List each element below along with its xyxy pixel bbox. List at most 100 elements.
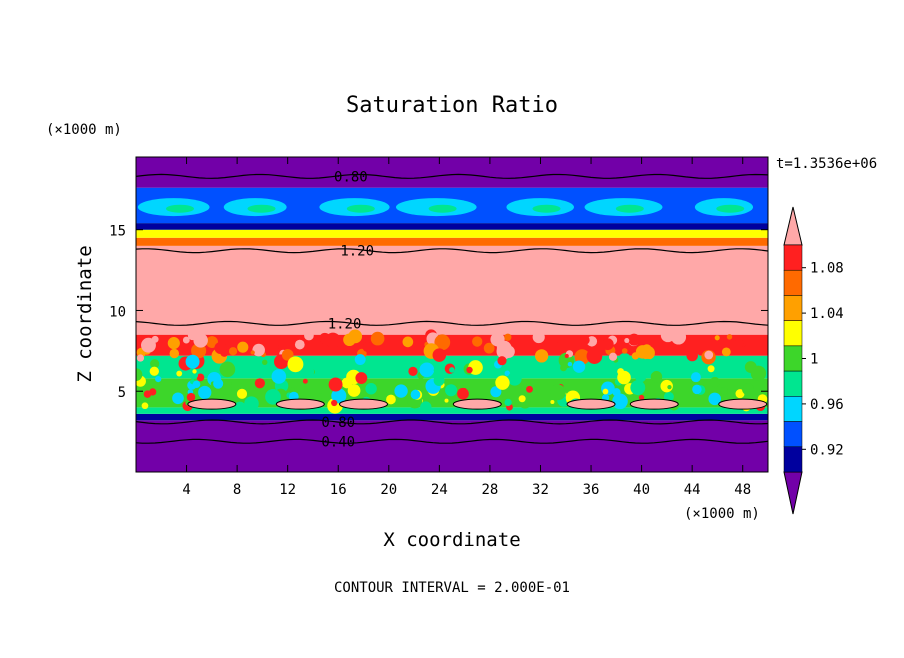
- cloud-cell: [271, 369, 287, 384]
- cloud-cell: [602, 388, 609, 395]
- contour-line-0: [136, 173, 768, 179]
- cloud-cell: [347, 384, 361, 397]
- lens-2: [339, 398, 389, 410]
- cloud-cell: [550, 399, 555, 405]
- contour-interval-note: CONTOUR INTERVAL = 2.000E-01: [334, 580, 570, 596]
- cloud-cell: [608, 352, 618, 361]
- colorbar: 1.08 1.04 1 0.96 0.92: [783, 206, 844, 515]
- cloud-cell: [234, 401, 246, 414]
- cloud-cell: [721, 347, 731, 357]
- cloud-cell: [434, 334, 451, 351]
- cloud-cell: [149, 388, 157, 396]
- cloud-cell: [167, 337, 180, 350]
- cloud-cell: [504, 370, 511, 377]
- cloud-cell: [686, 349, 698, 362]
- cloud-cell: [700, 395, 710, 405]
- cloud-cell: [141, 337, 156, 353]
- cloud-cell: [386, 394, 396, 405]
- cloud-cell: [487, 368, 494, 376]
- cloud-cell: [504, 398, 512, 407]
- cloud-cell: [497, 356, 507, 366]
- chart-title: Saturation Ratio: [346, 93, 558, 118]
- cloud-cell: [628, 333, 641, 346]
- cloud-cell: [136, 368, 143, 381]
- cloud-cell: [220, 348, 229, 357]
- cloud-cell: [213, 378, 224, 389]
- cloud-cell: [690, 372, 701, 383]
- cloud-cell: [193, 333, 208, 348]
- cloud-cell: [136, 354, 145, 362]
- cloud-cell: [408, 366, 418, 376]
- cloud-cell: [750, 365, 767, 382]
- cloud-cell: [149, 366, 159, 376]
- lens-6: [718, 398, 768, 410]
- cloud-cell: [302, 378, 308, 384]
- contour-label-1: 1.20: [340, 244, 374, 260]
- cloud-cell: [601, 381, 615, 396]
- cloud-cell: [495, 375, 510, 390]
- cloud-cell: [355, 372, 368, 384]
- colorbar-tick-label: 0.92: [810, 442, 844, 458]
- x-tick-label: 12: [279, 482, 296, 498]
- cloud-cell: [618, 352, 632, 366]
- cloud-cell: [692, 384, 702, 395]
- cloud-cell: [362, 342, 373, 353]
- cloud-cell: [617, 370, 631, 385]
- colorbar-tick-label: 1: [810, 352, 818, 368]
- cloud-cell: [196, 373, 205, 382]
- cloud-cell: [660, 327, 675, 343]
- x-tick-label: 8: [233, 482, 241, 498]
- cloud-cell: [567, 361, 573, 367]
- cloud-cell: [186, 392, 196, 402]
- cloud-cell: [294, 339, 305, 350]
- cloud-cell: [630, 380, 646, 396]
- cloud-cell: [726, 334, 733, 340]
- cloud-cell: [150, 360, 157, 366]
- cloud-cell: [444, 398, 449, 403]
- cloud-cell: [621, 348, 628, 354]
- cloud-cell: [532, 342, 543, 352]
- cloud-cell: [638, 394, 645, 401]
- lens-0: [187, 398, 237, 410]
- cloud-cell: [714, 335, 720, 341]
- colorbar-min-triangle: [783, 471, 803, 515]
- contour-label-3: 0.80: [321, 415, 355, 431]
- cloud-cell: [176, 370, 183, 377]
- cloud-cell: [265, 388, 281, 405]
- x-tick-label: 36: [583, 482, 600, 498]
- cloud-cell: [317, 393, 324, 399]
- colorbar-max-triangle: [783, 206, 803, 246]
- plot-area: [136, 157, 768, 472]
- cloud-cell: [708, 392, 721, 406]
- cloud-cell: [254, 378, 265, 389]
- cloud-cell: [720, 386, 728, 395]
- cloud-cell: [490, 386, 502, 398]
- cloud-cell: [372, 345, 383, 355]
- cloud-cell: [370, 392, 380, 401]
- jet-core: [165, 204, 194, 213]
- contour-line-4: [136, 438, 768, 444]
- cloud-cell: [586, 348, 603, 364]
- colorbar-segment-1: [783, 269, 803, 296]
- cloud-cell: [236, 388, 248, 399]
- cloud-cell: [572, 360, 586, 373]
- cloud-cell: [726, 392, 735, 401]
- x-tick-label: 20: [380, 482, 397, 498]
- lens-3: [452, 398, 502, 410]
- cloud-cell: [365, 383, 377, 395]
- colorbar-segment-3: [783, 320, 803, 347]
- cloud-cell: [198, 385, 212, 400]
- colorbar-tick-label: 0.96: [810, 397, 844, 413]
- cloud-cell: [325, 332, 341, 349]
- contour-label-2: 1.20: [328, 316, 362, 332]
- cloud-cell: [182, 336, 190, 344]
- contour-labels: 0.80 1.20 1.20 0.80 0.40: [321, 169, 374, 450]
- cloud-cell: [328, 377, 343, 392]
- contour-label-4: 0.40: [321, 434, 355, 450]
- jet-core: [247, 204, 276, 213]
- cloud-cell: [526, 385, 533, 393]
- jet-core: [428, 204, 457, 213]
- cloud-cell: [742, 383, 754, 396]
- layer-band-11: [136, 157, 768, 188]
- x-tick-label: 48: [734, 482, 751, 498]
